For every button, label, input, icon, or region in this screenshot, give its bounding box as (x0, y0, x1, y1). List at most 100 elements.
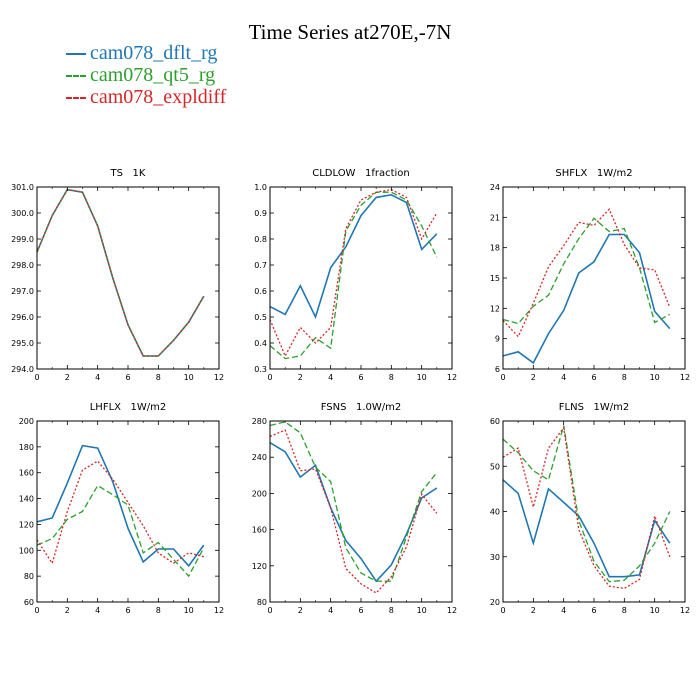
legend-item-qt5: cam078_qt5_rg (66, 64, 226, 86)
x-tick-label: 10 (184, 606, 194, 615)
y-tick-label: 100 (19, 546, 34, 555)
y-tick-label: 294.0 (11, 365, 34, 374)
x-tick-label: 10 (417, 373, 427, 382)
x-tick-label: 2 (298, 373, 303, 382)
x-tick-label: 6 (125, 373, 130, 382)
x-tick-label: 2 (65, 373, 70, 382)
x-tick-label: 8 (622, 606, 627, 615)
x-tick-label: 6 (358, 606, 363, 615)
y-tick-label: 298.0 (11, 261, 34, 270)
legend: cam078_dflt_rg cam078_qt5_rg cam078_expl… (66, 42, 226, 108)
chart-panel-5: FLNS 1W/m2 0 2 4 6 8 10 12 20 30 40 50 60 (490, 402, 690, 615)
y-tick-label: 12 (490, 304, 500, 313)
chart-title: TS 1K (110, 168, 146, 179)
x-tick-label: 0 (500, 373, 505, 382)
chart-title: CLDLOW 1fraction (312, 168, 410, 179)
y-tick-label: 80 (24, 572, 34, 581)
series-line-cam078_qt5_rg (502, 425, 671, 583)
x-tick-label: 0 (34, 373, 39, 382)
legend-label-expldiff: cam078_expldiff (90, 86, 227, 108)
series-line-cam078_dflt_rg (36, 188, 205, 357)
legend-label-dflt: cam078_dflt_rg (90, 42, 218, 64)
x-tick-label: 10 (417, 606, 427, 615)
y-tick-label: 60 (24, 598, 34, 607)
chart-title: SHFLX 1W/m2 (555, 168, 632, 179)
y-tick-label: 0.9 (254, 209, 267, 218)
x-tick-label: 12 (680, 606, 690, 615)
chart-title: FSNS 1.0W/m2 (321, 402, 402, 413)
series-line-cam078_dflt_rg (269, 193, 438, 320)
y-tick-label: 301.0 (11, 183, 34, 192)
y-tick-label: 0.3 (254, 365, 267, 374)
y-tick-label: 1.0 (254, 183, 267, 192)
x-tick-label: 4 (328, 373, 333, 382)
y-tick-label: 120 (19, 520, 34, 529)
plot-frame (36, 186, 220, 370)
y-tick-label: 20 (490, 598, 500, 607)
y-tick-label: 120 (252, 562, 267, 571)
series-line-cam078_dflt_rg (502, 479, 671, 578)
y-tick-label: 0.5 (254, 313, 267, 322)
y-tick-label: 300.0 (11, 209, 34, 218)
y-tick-label: 200 (19, 417, 34, 426)
y-tick-label: 9 (495, 335, 500, 344)
chart-title: LHFLX 1W/m2 (90, 402, 167, 413)
series-line-cam078_dflt_rg (502, 233, 671, 365)
x-tick-label: 2 (531, 373, 536, 382)
legend-swatch-expldiff (66, 97, 86, 99)
x-tick-label: 8 (622, 373, 627, 382)
plot-frame (502, 186, 686, 370)
plot-frame (269, 420, 453, 603)
x-tick-label: 12 (680, 373, 690, 382)
y-tick-label: 15 (490, 274, 500, 283)
plot-frame (36, 420, 220, 603)
y-tick-label: 60 (490, 417, 500, 426)
x-tick-label: 4 (561, 606, 566, 615)
series-line-cam078_qt5_rg (36, 484, 205, 578)
y-tick-label: 24 (490, 183, 500, 192)
chart-panel-4: FSNS 1.0W/m2 0 2 4 6 8 10 12 80 120 160 200 240 280 (252, 402, 457, 615)
y-tick-label: 299.0 (11, 235, 34, 244)
chart-panel-3: LHFLX 1W/m2 0 2 4 6 8 10 12 60 80 100 120 140 160 180 2… (19, 402, 224, 615)
legend-label-qt5: cam078_qt5_rg (90, 64, 216, 86)
x-tick-label: 6 (591, 606, 596, 615)
x-tick-label: 10 (650, 373, 660, 382)
plot-frame (269, 186, 453, 370)
y-tick-label: 280 (252, 417, 267, 426)
series-line-cam078_expldiff (269, 429, 438, 594)
x-tick-label: 6 (591, 373, 596, 382)
x-tick-label: 8 (156, 606, 161, 615)
legend-swatch-dflt (66, 53, 86, 55)
y-tick-label: 240 (252, 453, 267, 462)
y-tick-label: 160 (252, 526, 267, 535)
series-line-cam078_expldiff (502, 208, 671, 338)
x-tick-label: 6 (125, 606, 130, 615)
x-tick-label: 10 (184, 373, 194, 382)
legend-item-dflt: cam078_dflt_rg (66, 42, 226, 64)
y-tick-label: 6 (495, 365, 500, 374)
x-tick-label: 12 (214, 373, 224, 382)
legend-item-expldiff: cam078_expldiff (66, 86, 226, 108)
y-tick-label: 296.0 (11, 313, 34, 322)
y-tick-label: 50 (490, 462, 500, 471)
y-tick-label: 80 (257, 598, 267, 607)
legend-swatch-qt5 (66, 75, 86, 77)
y-tick-label: 160 (19, 469, 34, 478)
x-tick-label: 2 (298, 606, 303, 615)
y-tick-label: 200 (252, 489, 267, 498)
x-tick-label: 12 (447, 373, 457, 382)
series-line-cam078_expldiff (269, 188, 438, 358)
x-tick-label: 4 (95, 606, 100, 615)
x-tick-label: 2 (65, 606, 70, 615)
series-line-cam078_qt5_rg (269, 421, 438, 582)
series-line-cam078_expldiff (36, 460, 204, 565)
page-title: Time Series at270E,-7N (248, 20, 452, 44)
series-line-cam078_dflt_rg (36, 444, 205, 568)
y-tick-label: 0.6 (254, 287, 267, 296)
series-line-cam078_qt5_rg (502, 217, 671, 325)
y-tick-label: 18 (490, 244, 500, 253)
y-tick-label: 40 (490, 508, 500, 517)
chart-panel-0: TS 1K 0 2 4 6 8 10 12 294.0 295.0 296.0 297.0 298.0 2… (11, 168, 224, 382)
y-tick-label: 21 (490, 213, 500, 222)
